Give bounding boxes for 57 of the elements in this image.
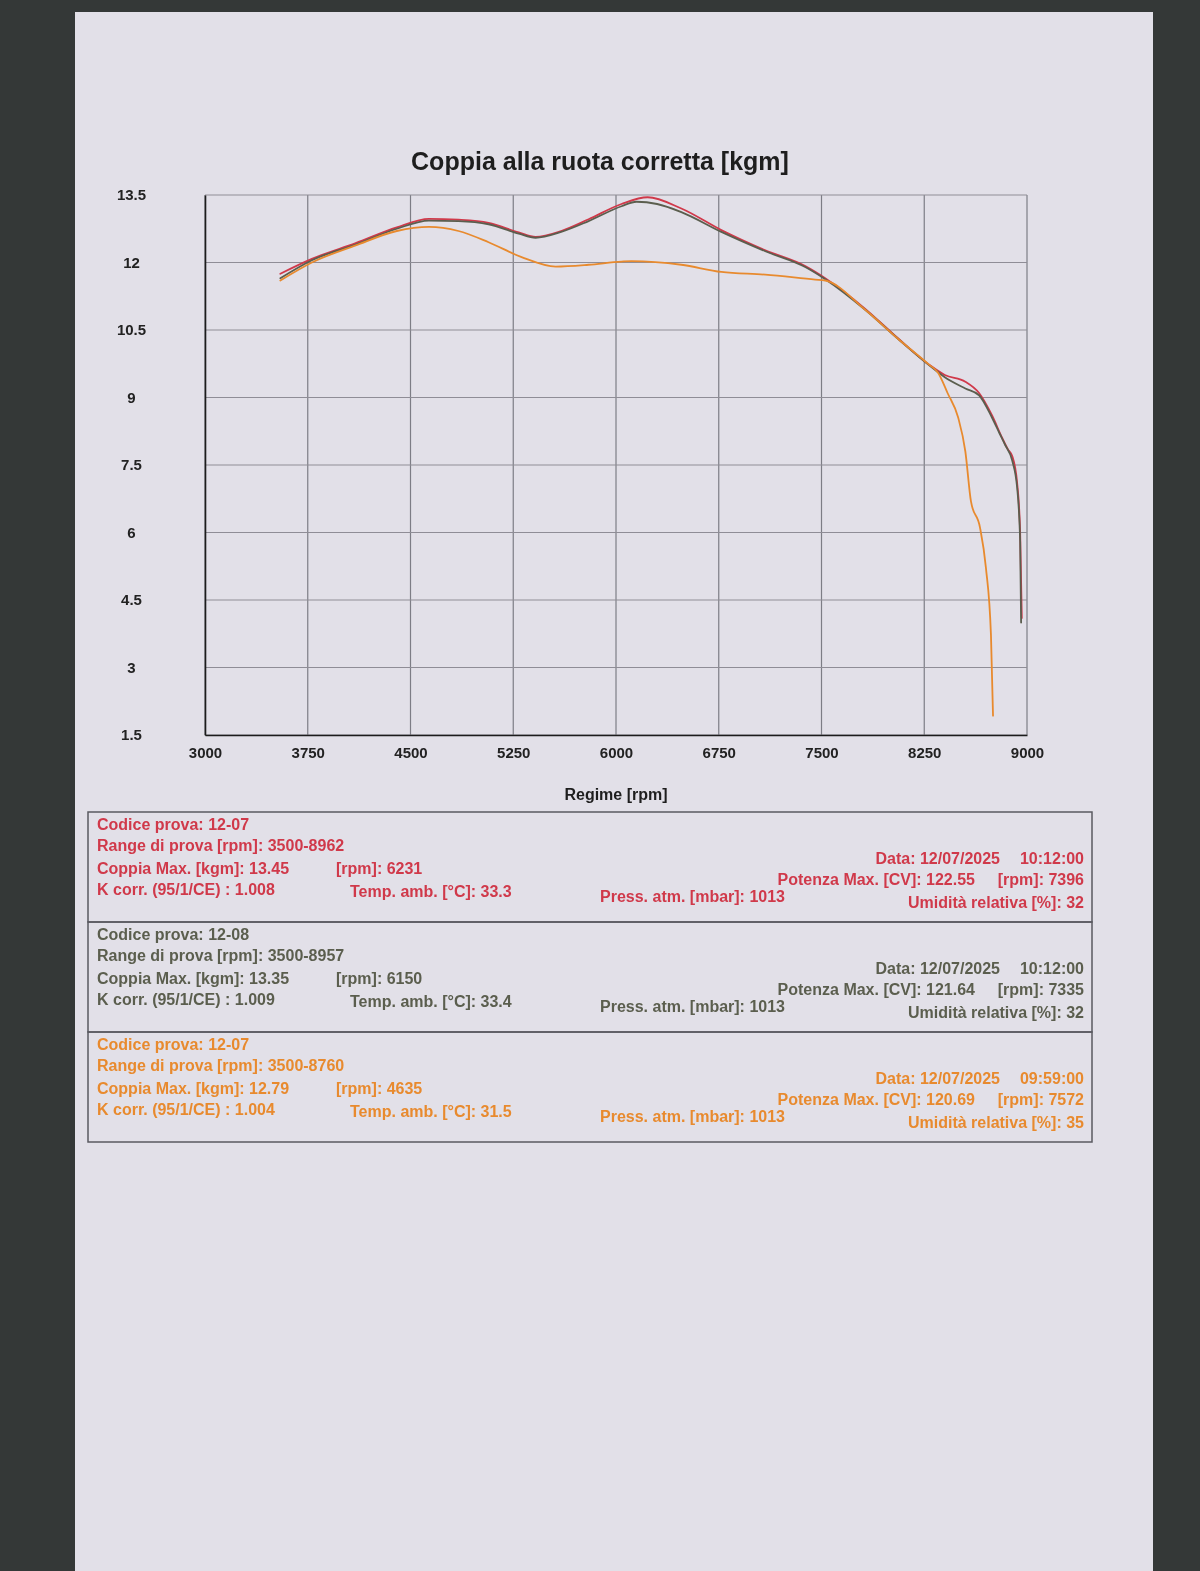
text: Press. atm. [mbar]: 1013 xyxy=(600,998,786,1015)
y-tick-label: 4.5 xyxy=(121,591,142,609)
text: K corr. (95/1/CE) : 1.009 xyxy=(97,991,275,1008)
text: Range di prova [rpm]: 3500-8760 xyxy=(97,1057,345,1074)
x-tick-label: 3750 xyxy=(291,743,325,761)
text: Codice prova: 12-07 xyxy=(97,1036,250,1053)
text: Data: 12/07/2025 xyxy=(875,960,1001,977)
text: [rpm]: 4635 xyxy=(336,1080,423,1097)
text: Potenza Max. [CV]: 122.55 xyxy=(777,871,976,888)
x-tick-label: 4500 xyxy=(394,743,428,761)
text: Data: 12/07/2025 xyxy=(875,850,1001,867)
text: [rpm]: 7335 xyxy=(997,981,1085,998)
x-tick-label: 3000 xyxy=(188,743,223,761)
line-series xyxy=(279,226,994,717)
x-tick-label: 6000 xyxy=(599,743,634,761)
text: Potenza Max. [CV]: 121.64 xyxy=(777,981,976,998)
y-tick-label: 3 xyxy=(127,658,136,676)
x-tick-label: 5250 xyxy=(497,743,531,761)
text: Coppia Max. [kgm]: 13.45 xyxy=(97,860,290,877)
y-tick-label: 12 xyxy=(123,253,140,271)
x-axis-title: Regime [rpm] xyxy=(564,786,668,803)
text: [rpm]: 6150 xyxy=(336,970,423,987)
text: Temp. amb. [°C]: 33.3 xyxy=(350,883,512,900)
text: Coppia Max. [kgm]: 12.79 xyxy=(97,1080,290,1097)
text: 10:12:00 xyxy=(1019,960,1085,977)
text: Temp. amb. [°C]: 33.4 xyxy=(350,993,512,1010)
y-tick-label: 9 xyxy=(127,388,136,406)
text: K corr. (95/1/CE) : 1.004 xyxy=(97,1101,275,1118)
text: Umidità relativa [%]: 32 xyxy=(907,894,1085,911)
y-tick-label: 1.5 xyxy=(121,726,142,744)
chart-title: Coppia alla ruota corretta [kgm] xyxy=(411,147,789,175)
text: Umidità relativa [%]: 32 xyxy=(907,1004,1085,1021)
text: Umidità relativa [%]: 35 xyxy=(907,1114,1085,1131)
text: Codice prova: 12-07 xyxy=(97,816,250,833)
text: Press. atm. [mbar]: 1013 xyxy=(600,888,786,905)
y-tick-label: 10.5 xyxy=(116,321,147,339)
text: Press. atm. [mbar]: 1013 xyxy=(600,1108,786,1125)
text: Temp. amb. [°C]: 31.5 xyxy=(350,1103,512,1120)
x-tick-label: 6750 xyxy=(702,743,736,761)
x-tick-label: 8250 xyxy=(908,743,942,761)
text: 09:59:00 xyxy=(1019,1070,1085,1087)
text: Coppia Max. [kgm]: 13.35 xyxy=(97,970,290,987)
text: [rpm]: 7572 xyxy=(997,1091,1085,1108)
y-tick-label: 13.5 xyxy=(116,186,147,204)
text: Potenza Max. [CV]: 120.69 xyxy=(777,1091,976,1108)
text: Range di prova [rpm]: 3500-8962 xyxy=(97,837,345,854)
y-tick-label: 7.5 xyxy=(121,456,142,474)
text: Data: 12/07/2025 xyxy=(875,1070,1001,1087)
text: [rpm]: 6231 xyxy=(336,860,423,877)
y-tick-label: 6 xyxy=(127,523,136,541)
x-tick-label: 7500 xyxy=(805,743,839,761)
text: Range di prova [rpm]: 3500-8957 xyxy=(97,947,345,964)
text: [rpm]: 7396 xyxy=(997,871,1085,888)
text: K corr. (95/1/CE) : 1.008 xyxy=(97,881,275,898)
text: Codice prova: 12-08 xyxy=(97,926,250,943)
text: 10:12:00 xyxy=(1019,850,1085,867)
x-tick-label: 9000 xyxy=(1010,743,1045,761)
